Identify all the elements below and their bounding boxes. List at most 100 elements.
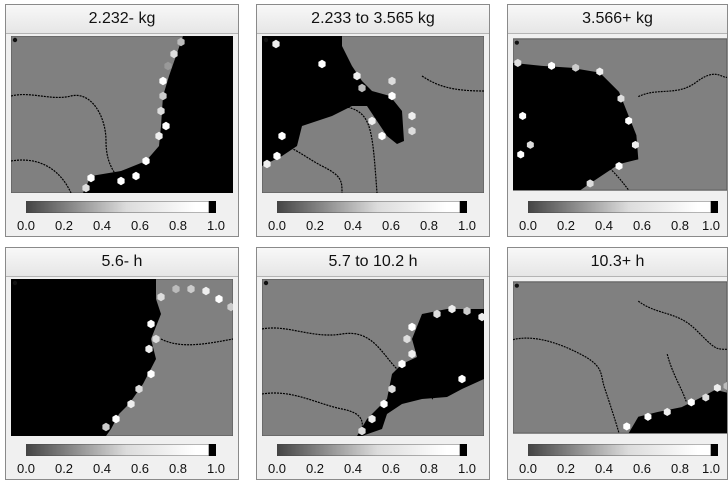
component-plane-panel: 5.6- h 0.0 0.2 0.4 0.6 0.8 1.0 (5, 247, 239, 480)
hex-cell (572, 63, 580, 72)
component-plane-panel: 3.566+ kg 0.0 0.2 0.4 0.6 0.8 1.0 (507, 4, 728, 237)
hex-cell (617, 94, 625, 103)
colorbar (528, 444, 718, 456)
high-value-region (628, 389, 727, 434)
cluster-boundary (262, 392, 363, 436)
hex-cell (227, 302, 233, 312)
hex-cell (398, 359, 406, 369)
colorbar-max-cap (711, 444, 718, 456)
hex-cell (478, 312, 484, 322)
cluster-boundary (11, 377, 97, 436)
high-value-region (11, 279, 161, 436)
hex-cell (713, 383, 721, 392)
som-hex-map (513, 281, 727, 434)
colorbar-tick-label: 0.2 (556, 461, 576, 476)
hex-cell (586, 179, 594, 188)
panel-title: 10.3+ h (508, 248, 727, 277)
hex-cell (127, 399, 135, 409)
hex-cell (147, 319, 155, 329)
hex-cell (388, 76, 396, 86)
cluster-boundary (431, 373, 484, 400)
colorbar (277, 201, 467, 213)
hex-cell (152, 334, 160, 344)
hex-cell (408, 322, 416, 332)
corner-marker (12, 37, 18, 43)
hex-cell (318, 59, 326, 69)
high-value-region (262, 36, 404, 166)
hex-cell (155, 131, 163, 141)
hex-cell (177, 37, 185, 47)
colorbar-tick-label: 1.0 (206, 461, 226, 476)
colorbar-tick-label: 0.2 (556, 218, 576, 233)
colorbar-tick-label: 0.0 (267, 461, 287, 476)
hex-cell (157, 106, 165, 116)
panel-title: 2.233 to 3.565 kg (257, 5, 489, 34)
hex-cell (278, 131, 286, 141)
corner-marker (514, 283, 519, 288)
cluster-boundary (160, 338, 233, 346)
colorbar-tick-label: 0.6 (632, 218, 652, 233)
hex-cell (702, 393, 710, 402)
hex-cell (403, 334, 411, 344)
hex-cell (380, 399, 388, 409)
colorbar-tick-label: 1.0 (457, 218, 477, 233)
colorbar (26, 444, 216, 456)
hex-cell (596, 67, 604, 76)
colorbar-tick-label: 0.0 (267, 218, 287, 233)
panel-title: 5.6- h (6, 248, 238, 277)
hex-cell (353, 71, 361, 81)
hex-cell (448, 304, 456, 314)
som-hex-map (262, 279, 484, 436)
cluster-boundary (570, 144, 630, 191)
colorbar-tick-label: 0.6 (130, 218, 150, 233)
high-value-region (83, 36, 233, 193)
hex-cell (388, 384, 396, 394)
cluster-boundary (638, 73, 727, 98)
colorbar-tick-label: 0.4 (343, 461, 363, 476)
component-plane-panel: 2.232- kg 0.0 0.2 0.4 0.6 0.8 1.0 (5, 4, 239, 237)
hex-cell (368, 414, 376, 424)
hex-cell (687, 398, 695, 407)
cluster-boundary (666, 353, 688, 403)
corner-marker (514, 40, 519, 45)
panel-title: 5.7 to 10.2 h (257, 248, 489, 277)
hex-cell (132, 171, 140, 181)
hex-cell (273, 151, 281, 161)
hex-cell (408, 111, 416, 121)
colorbar-tick-label: 0.0 (518, 461, 538, 476)
colorbar-tick-label: 0.2 (54, 218, 74, 233)
som-hex-map (262, 36, 484, 193)
hex-cell (615, 162, 623, 171)
high-value-region (357, 309, 484, 436)
hex-cell (358, 83, 366, 93)
colorbar-tick-label: 0.4 (92, 461, 112, 476)
colorbar-tick-label: 0.8 (419, 461, 439, 476)
colorbar-tick-label: 0.8 (168, 218, 188, 233)
hex-cell (408, 126, 416, 136)
hex-cell (145, 344, 153, 354)
component-plane-panel: 10.3+ h 0.0 0.2 0.4 0.6 0.8 1.0 (507, 247, 728, 480)
hex-cell (663, 407, 671, 417)
hex-cell (215, 294, 223, 304)
colorbar-tick-label: 0.2 (54, 461, 74, 476)
cluster-boundary (262, 327, 398, 370)
panel-title: 3.566+ kg (508, 5, 727, 34)
hex-cell (519, 111, 527, 120)
hex-cell (142, 156, 150, 166)
hex-cell (147, 369, 155, 379)
colorbar-max-cap (209, 201, 216, 213)
colorbar-tick-label: 0.8 (670, 461, 690, 476)
cluster-boundary (637, 300, 727, 350)
colorbar-tick-label: 0.2 (305, 461, 325, 476)
hex-cell (202, 286, 210, 296)
colorbar-tick-label: 0.8 (419, 218, 439, 233)
colorbar-tick-label: 0.6 (381, 218, 401, 233)
corner-marker (263, 37, 269, 43)
hex-cell (408, 349, 416, 359)
colorbar-tick-label: 0.4 (92, 218, 112, 233)
hex-cell (87, 173, 95, 183)
hex-cell (358, 426, 366, 436)
hex-cell (135, 384, 143, 394)
colorbar (26, 201, 216, 213)
hex-cell (644, 412, 652, 421)
